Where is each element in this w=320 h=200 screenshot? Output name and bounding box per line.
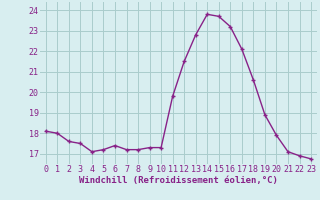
X-axis label: Windchill (Refroidissement éolien,°C): Windchill (Refroidissement éolien,°C) xyxy=(79,176,278,185)
